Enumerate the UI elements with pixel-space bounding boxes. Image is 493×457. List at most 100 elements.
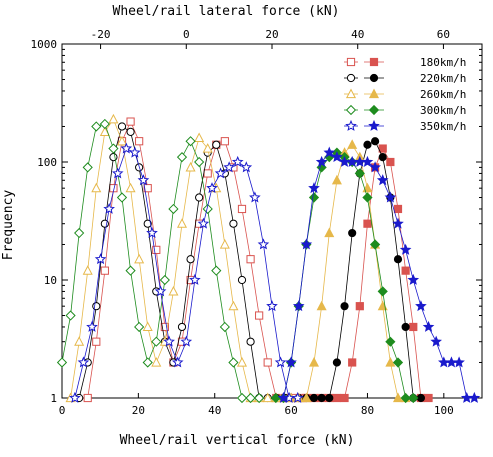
point-lateral-260kmh	[125, 182, 136, 193]
point-lateral-220kmh	[109, 153, 118, 162]
legend-marker-filled-300kmh	[368, 104, 380, 116]
point-vertical-260kmh	[392, 392, 404, 403]
point-lateral-300kmh	[211, 265, 222, 276]
legend-marker-filled-350kmh	[368, 119, 380, 131]
point-vertical-220kmh	[348, 228, 357, 238]
point-vertical-350kmh	[331, 151, 343, 163]
point-lateral-220kmh	[186, 255, 195, 264]
point-vertical-180kmh	[378, 144, 387, 153]
point-lateral-300kmh	[108, 143, 119, 154]
plot-area: 0 20 40 60 80 100 -20 0 20 40 60 1 10 100 1000	[31, 28, 483, 417]
point-vertical-350kmh	[292, 300, 305, 312]
point-lateral-350kmh	[189, 273, 201, 285]
point-vertical-260kmh	[316, 300, 327, 311]
point-lateral-180kmh	[220, 137, 229, 146]
point-vertical-180kmh	[393, 204, 403, 214]
point-lateral-300kmh	[116, 192, 128, 203]
point-lateral-260kmh	[108, 113, 119, 124]
point-lateral-260kmh	[99, 126, 110, 136]
point-lateral-300kmh	[236, 392, 248, 404]
point-lateral-220kmh	[117, 122, 127, 131]
point-lateral-180kmh	[152, 245, 161, 254]
point-lateral-300kmh	[168, 203, 179, 215]
point-lateral-180kmh	[92, 337, 101, 346]
legend-marker-filled-220kmh	[369, 73, 379, 83]
point-vertical-300kmh	[369, 239, 381, 250]
point-lateral-350kmh	[77, 356, 90, 368]
point-lateral-300kmh	[245, 392, 256, 404]
point-lateral-350kmh	[197, 217, 210, 229]
point-lateral-350kmh	[103, 202, 115, 214]
point-lateral-350kmh	[69, 391, 81, 403]
point-vertical-260kmh	[347, 139, 358, 149]
point-lateral-350kmh	[146, 226, 158, 238]
point-vertical-300kmh	[408, 392, 419, 404]
point-lateral-300kmh	[176, 152, 188, 163]
x-tick-label: 20	[132, 404, 145, 417]
legend-marker-open-260kmh	[345, 88, 357, 99]
point-vertical-180kmh	[332, 393, 342, 403]
x2-tick-label: -20	[91, 28, 111, 41]
point-lateral-300kmh	[125, 265, 136, 276]
point-lateral-300kmh	[56, 357, 68, 368]
series-line-vertical-350kmh	[283, 152, 475, 399]
point-vertical-300kmh	[362, 192, 373, 203]
point-lateral-180kmh	[255, 311, 264, 320]
point-vertical-260kmh	[324, 227, 335, 238]
point-vertical-220kmh	[309, 393, 319, 403]
point-lateral-350kmh	[223, 161, 235, 173]
point-lateral-260kmh	[228, 300, 239, 311]
point-vertical-300kmh	[392, 357, 404, 368]
point-lateral-350kmh	[180, 335, 193, 347]
legend-label-300kmh: 300km/h	[420, 104, 466, 117]
point-lateral-300kmh	[151, 336, 162, 347]
point-vertical-220kmh	[393, 255, 403, 264]
x-tick-label: 40	[208, 404, 221, 417]
x-tick-label: 60	[284, 404, 297, 417]
point-lateral-350kmh	[240, 161, 253, 173]
point-lateral-260kmh	[236, 357, 248, 367]
x-tick-label: 80	[361, 404, 374, 417]
x2-tick-label: 0	[183, 28, 190, 41]
point-lateral-300kmh	[219, 321, 230, 333]
point-vertical-350kmh	[308, 182, 320, 194]
point-lateral-350kmh	[86, 320, 98, 332]
point-lateral-220kmh	[177, 322, 187, 332]
point-vertical-350kmh	[323, 146, 336, 158]
point-lateral-260kmh	[82, 265, 93, 275]
point-vertical-350kmh	[376, 174, 389, 186]
point-vertical-180kmh	[355, 302, 364, 311]
point-lateral-180kmh	[143, 184, 152, 193]
point-vertical-220kmh	[363, 140, 372, 149]
point-lateral-220kmh	[212, 140, 221, 149]
point-vertical-350kmh	[422, 320, 435, 332]
legend-label-180kmh: 180km/h	[420, 56, 466, 69]
point-lateral-350kmh	[163, 335, 175, 347]
point-lateral-350kmh	[257, 238, 270, 250]
point-vertical-220kmh	[416, 393, 426, 403]
point-vertical-350kmh	[277, 391, 290, 403]
point-vertical-180kmh	[424, 393, 433, 403]
point-lateral-220kmh	[126, 127, 135, 136]
point-vertical-300kmh	[354, 168, 365, 179]
point-lateral-350kmh	[120, 142, 133, 154]
y-axis-title: Frequency	[1, 190, 16, 261]
point-lateral-180kmh	[126, 117, 135, 126]
point-vertical-220kmh	[370, 137, 380, 146]
legend-marker-filled-260kmh	[368, 88, 380, 99]
point-vertical-350kmh	[300, 238, 313, 250]
point-vertical-260kmh	[385, 357, 396, 367]
point-lateral-180kmh	[160, 322, 169, 332]
point-vertical-350kmh	[285, 356, 297, 368]
legend-marker-open-220kmh	[346, 73, 356, 83]
x2-tick-label: 20	[265, 28, 278, 41]
point-lateral-350kmh	[137, 174, 150, 186]
legend-marker-open-300kmh	[345, 104, 357, 116]
point-lateral-260kmh	[185, 161, 196, 172]
y-tick-label: 100	[37, 156, 57, 169]
point-vertical-300kmh	[308, 192, 320, 203]
point-lateral-260kmh	[194, 132, 205, 143]
point-lateral-300kmh	[82, 162, 93, 173]
point-lateral-300kmh	[159, 274, 170, 286]
